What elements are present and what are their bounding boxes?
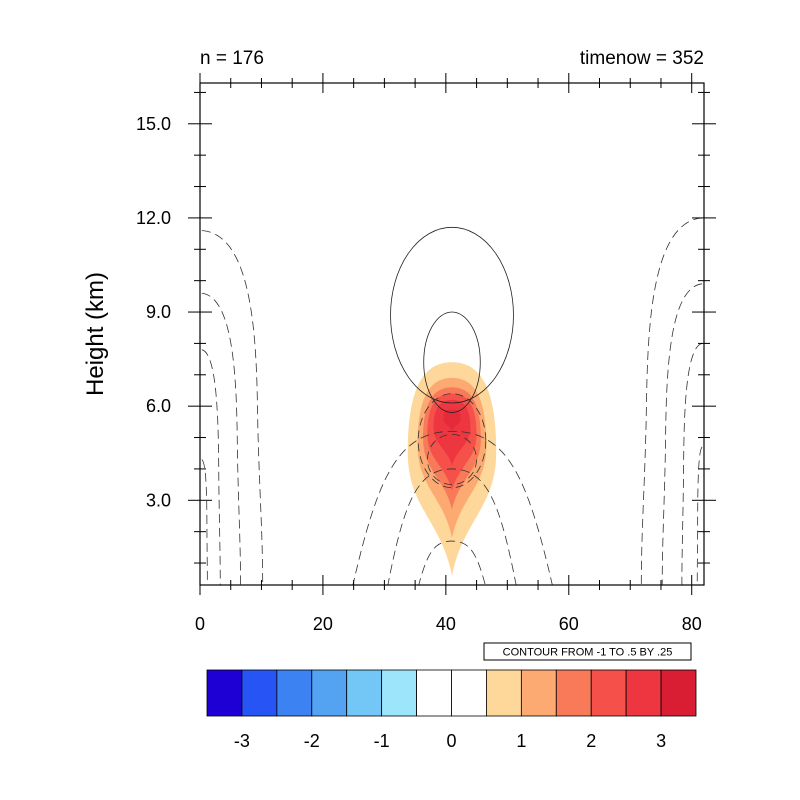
contour-note: CONTOUR FROM -1 TO .5 BY .25 [483,642,692,661]
colorbar-box-11 [590,669,627,717]
dashed-inner-contour-0 [417,393,487,489]
colorbar-box-5 [381,669,417,717]
dashed-dome-contour-0 [352,430,553,585]
colorbar-box-2 [276,669,313,717]
line-contours [201,217,703,585]
dashed-right-contour-2 [681,343,703,585]
colorbar-box-4 [346,669,383,717]
colorbar-label: -2 [304,731,320,751]
colorbar-box-3 [311,669,348,717]
dashed-left-contour-2 [201,349,221,585]
colorbar-box-9 [520,669,557,717]
y-tick-label: 6.0 [146,396,171,416]
title-right: timenow = 352 [580,48,704,69]
colorbar: -3 -2 -1 0 1 2 3 [206,669,697,751]
colorbar-box-1 [241,669,278,717]
x-tick-label: 80 [682,614,702,634]
dashed-left-contour-3 [201,459,208,585]
x-tick-label: 20 [313,614,333,634]
colorbar-label: 1 [516,731,526,751]
colorbar-label: -3 [234,731,250,751]
title-left: n = 176 [200,48,264,69]
x-tick-label: 40 [436,614,456,634]
dashed-right-contour-3 [696,446,703,585]
colorbar-box-0 [206,669,243,717]
filled-contour-level-5 [443,409,461,432]
colorbar-label: 0 [446,731,456,751]
colorbar-label: 3 [656,731,666,751]
colorbar-box-12 [625,669,662,717]
colorbar-box-8 [486,669,522,717]
dashed-left-contour-1 [201,292,241,585]
dashed-dome-contour-2 [418,540,486,585]
dashed-inner-contour-1 [427,433,477,485]
x-tick-label: 0 [195,614,205,634]
solid-contour-1 [423,311,481,413]
y-axis-label: Height (km) [82,272,109,396]
y-tick-label: 9.0 [146,302,171,322]
solid-contour-0 [390,226,514,404]
colorbar-box-6 [416,669,452,717]
dashed-left-contour-0 [201,230,264,585]
dashed-right-contour-1 [661,283,703,585]
contour-note-text: CONTOUR FROM -1 TO .5 BY .25 [503,647,673,659]
colorbar-label: -1 [374,731,390,751]
colorbar-box-13 [660,669,697,717]
x-tick-label: 60 [559,614,579,634]
colorbar-label: 2 [586,731,596,751]
dashed-right-contour-0 [640,217,703,585]
plot-frame [199,82,705,586]
dashed-dome-contour-1 [387,468,517,585]
x-axis: 0 20 40 60 80 [195,73,702,634]
filled-contour-level-4 [433,399,471,466]
contour-note-box [483,642,692,661]
colorbar-box-10 [555,669,592,717]
y-tick-label: 12.0 [136,208,171,228]
y-axis: 3.0 6.0 9.0 12.0 15.0 [136,91,716,564]
colorbar-box-7 [451,669,487,717]
y-tick-label: 15.0 [136,114,171,134]
y-tick-label: 3.0 [146,490,171,510]
